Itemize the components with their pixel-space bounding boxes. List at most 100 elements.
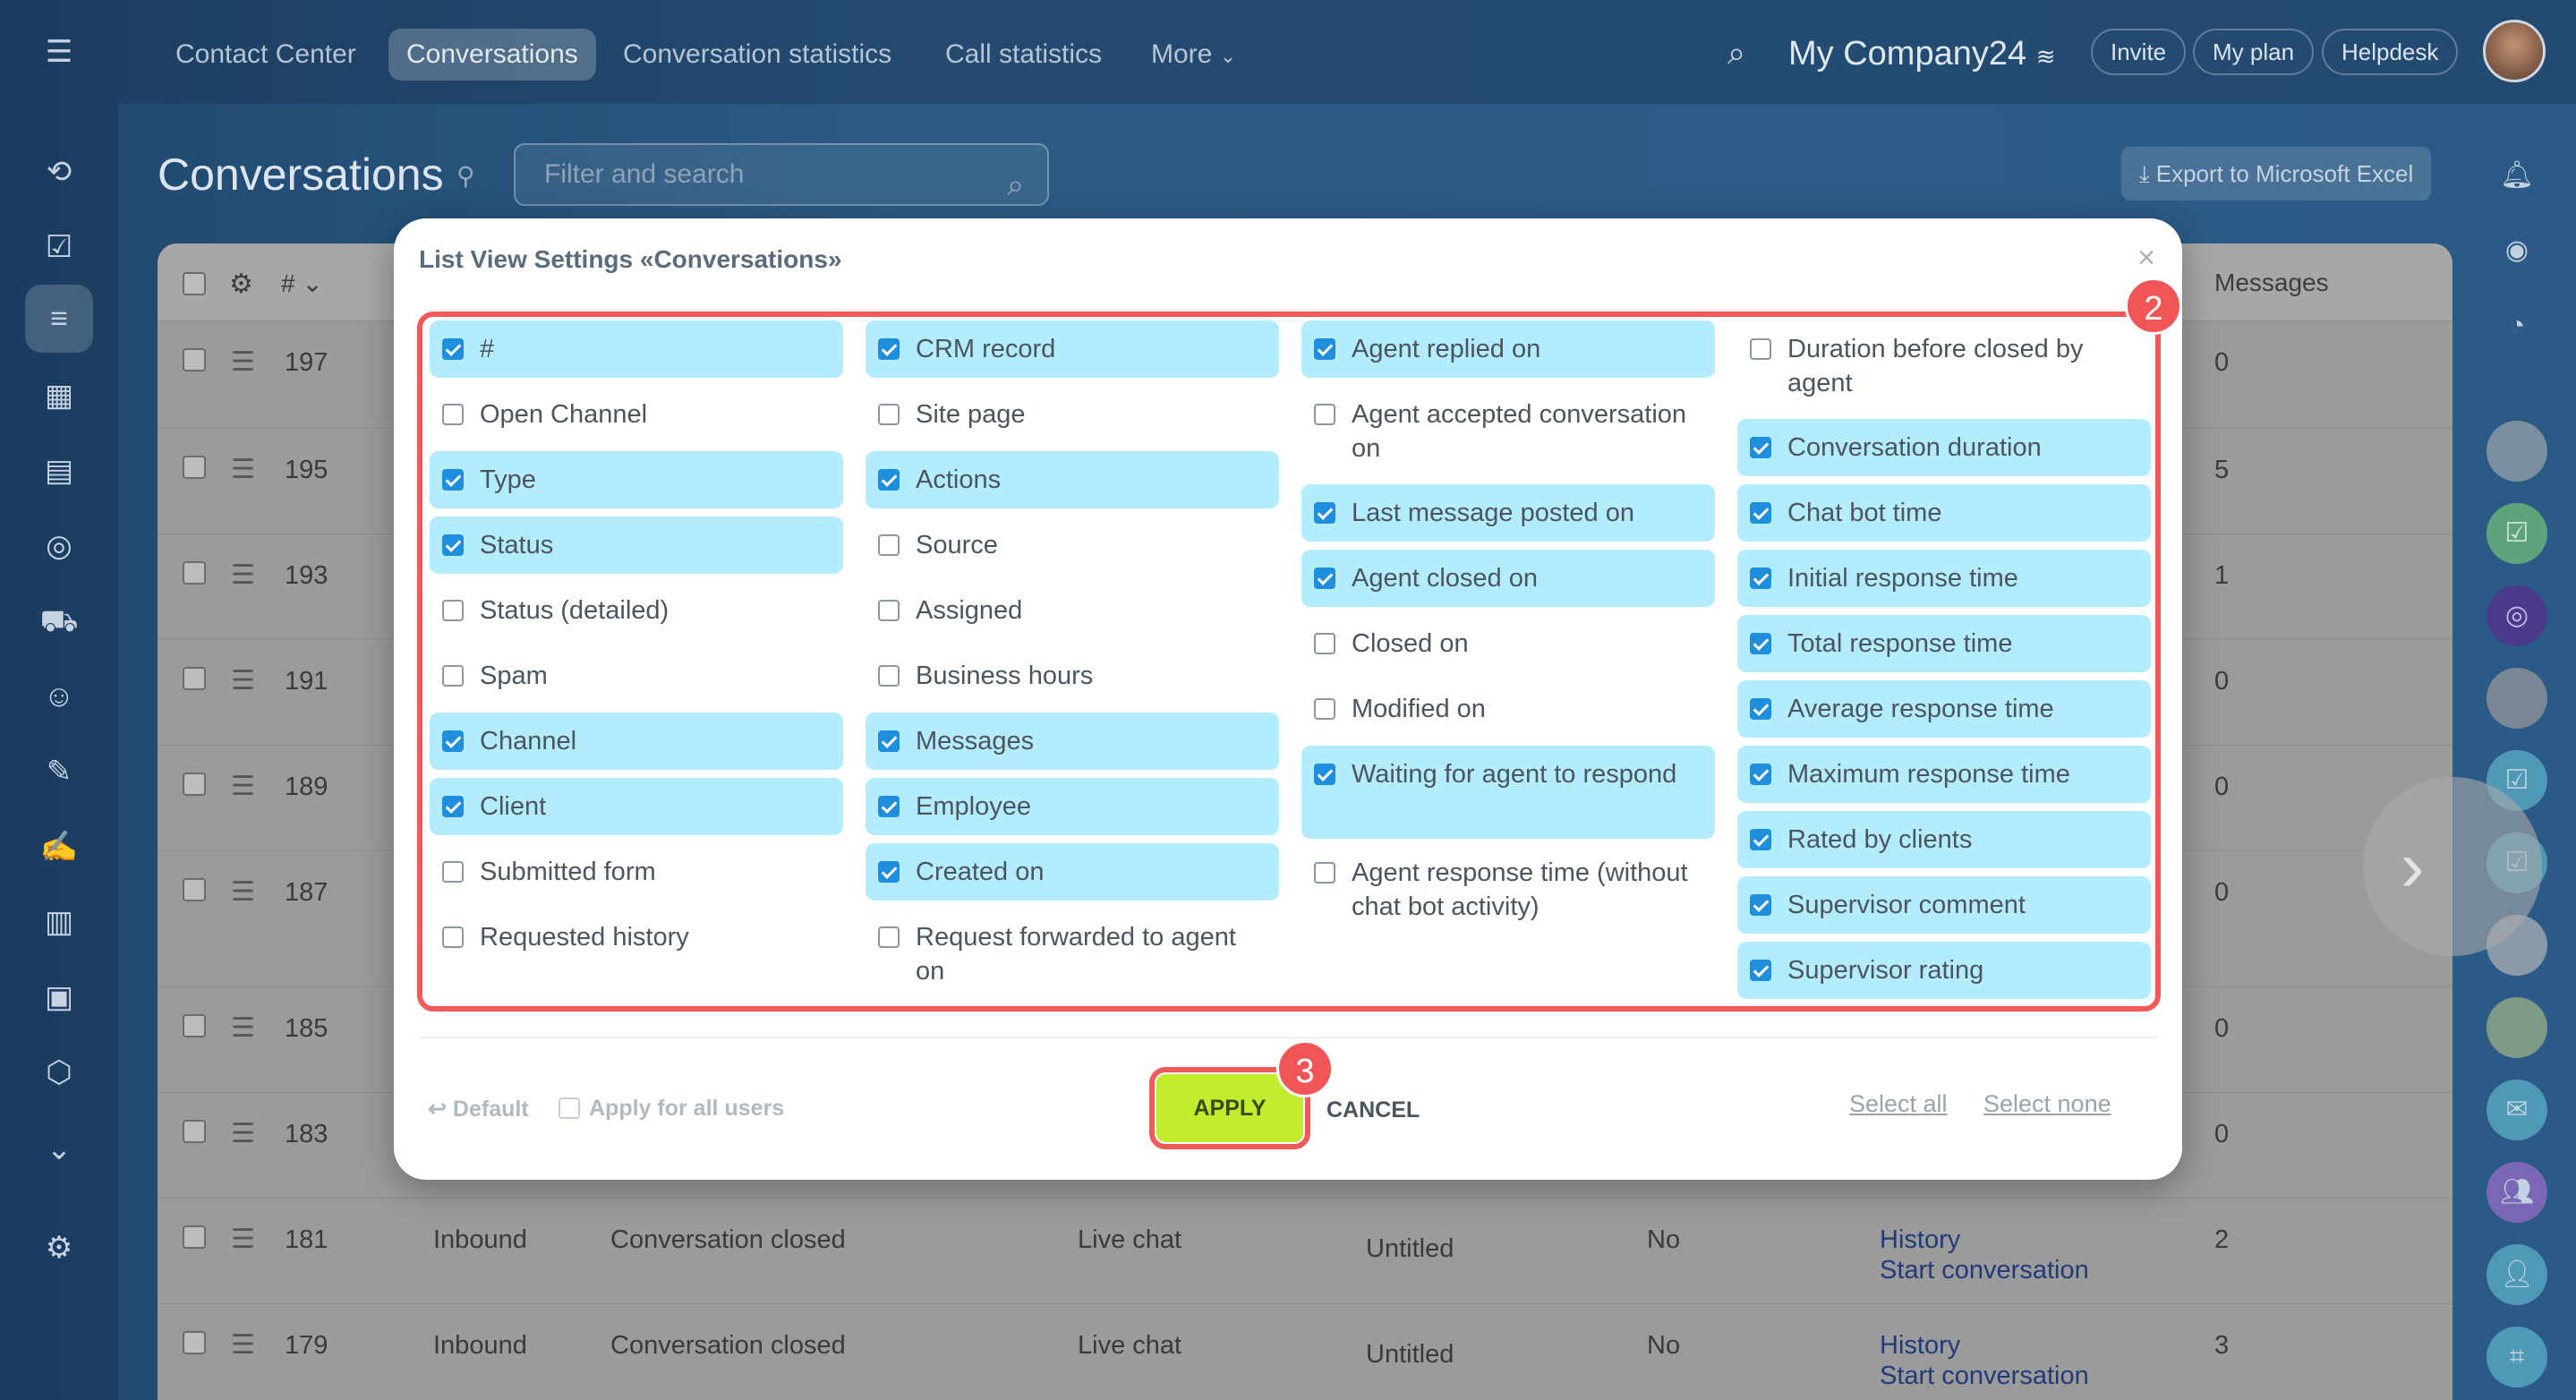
default-button[interactable]: ↩ Default [428,1097,529,1122]
option-checkbox[interactable] [1750,633,1771,654]
column-option[interactable]: Total response time [1737,615,2151,672]
inventory-icon[interactable]: ▤ [44,454,74,488]
column-option[interactable]: Last message posted on [1301,484,1715,542]
option-checkbox[interactable] [1750,829,1771,850]
column-option[interactable]: Type [430,451,843,508]
row-checkbox[interactable] [183,1120,206,1143]
column-option[interactable]: Status (detailed) [430,582,843,639]
row-checkbox[interactable] [183,1014,206,1037]
column-option[interactable]: Conversation duration [1737,419,2151,476]
row-checkbox[interactable] [183,1225,206,1249]
row-checkbox[interactable] [183,773,206,796]
column-option[interactable]: Business hours [866,647,1279,704]
option-checkbox[interactable] [878,338,900,360]
option-checkbox[interactable] [1750,568,1771,589]
header-messages[interactable]: Messages [2214,269,2329,296]
column-option[interactable]: Initial response time [1737,550,2151,607]
column-option[interactable]: Submitted form [430,843,843,901]
option-checkbox[interactable] [1314,568,1335,589]
apply-all-label[interactable]: Apply for all users [589,1096,785,1121]
option-checkbox[interactable] [878,404,900,425]
gear-icon[interactable]: ⚙ [45,1231,73,1265]
nav-conversations[interactable]: Conversations [388,29,596,81]
group-icon[interactable]: ◎ [2486,585,2547,646]
drag-handle-icon[interactable]: ☰ [231,1013,255,1043]
target-icon[interactable]: ◎ [46,529,73,563]
column-option[interactable]: Agent response time (without chat bot ac… [1301,844,1715,973]
column-option[interactable]: Messages [866,713,1279,770]
column-option[interactable]: Closed on [1301,615,1715,672]
invite-button[interactable]: Invite [2091,29,2187,75]
column-option[interactable]: Open Channel [430,386,843,443]
drag-handle-icon[interactable]: ☰ [231,772,255,801]
user-avatar[interactable] [2483,20,2546,82]
option-checkbox[interactable] [1314,698,1335,720]
option-checkbox[interactable] [878,665,900,687]
column-option[interactable]: Average response time [1737,680,2151,738]
column-option[interactable]: Maximum response time [1737,746,2151,803]
drag-handle-icon[interactable]: ☰ [231,666,255,696]
apply-all-checkbox[interactable] [559,1097,580,1119]
option-checkbox[interactable] [878,861,900,883]
column-option[interactable]: Source [866,516,1279,574]
row-checkbox[interactable] [183,456,206,479]
option-checkbox[interactable] [442,926,464,948]
pin-icon[interactable]: ⚲ [456,162,475,190]
column-option[interactable]: Client [430,778,843,835]
option-checkbox[interactable] [878,730,900,752]
option-checkbox[interactable] [1750,894,1771,916]
news-icon[interactable]: ▣ [44,980,74,1014]
start-conversation-link[interactable]: Start conversation [1880,1362,2089,1390]
column-option[interactable]: Created on [866,843,1279,901]
option-checkbox[interactable] [1314,338,1335,360]
drag-handle-icon[interactable]: ☰ [231,455,255,484]
drag-handle-icon[interactable]: ☰ [231,1119,255,1148]
history-link[interactable]: History [1880,1225,1961,1254]
column-option[interactable]: Channel [430,713,843,770]
contact-center-icon[interactable]: ≡ [50,302,68,336]
column-option[interactable]: Status [430,516,843,574]
chevron-down-icon[interactable]: ⌄ [46,1132,73,1166]
column-option[interactable]: Spam [430,647,843,704]
option-checkbox[interactable] [1750,338,1771,360]
header-number[interactable]: # ⌄ [281,269,323,297]
column-option[interactable]: Agent replied on [1301,320,1715,378]
column-option[interactable]: Modified on [1301,680,1715,738]
drag-handle-icon[interactable]: ☰ [231,1330,255,1360]
option-checkbox[interactable] [878,469,900,491]
bookmark-icon[interactable]: ⌗ [2486,1327,2547,1387]
column-option[interactable]: Assigned [866,582,1279,639]
nav-contact-center[interactable]: Contact Center [175,39,356,69]
column-option[interactable]: Site page [866,386,1279,443]
close-icon[interactable]: × [2137,241,2155,275]
calendar-icon[interactable]: ▦ [44,379,74,413]
option-checkbox[interactable] [442,796,464,817]
option-checkbox[interactable] [878,600,900,621]
drag-handle-icon[interactable]: ☰ [231,1225,255,1254]
table-row[interactable]: ☰ 181 Inbound Conversation closed Live chat U… [158,1198,2452,1303]
users-icon[interactable]: 👥︎ [2486,1162,2547,1223]
document-icon[interactable]: ✎ [46,755,73,789]
option-checkbox[interactable] [442,600,464,621]
drag-handle-icon[interactable]: ☰ [231,347,255,377]
analytics-icon[interactable]: ▥ [44,905,74,939]
search-icon[interactable]: ⌕ [1727,34,1746,71]
row-checkbox[interactable] [183,878,206,901]
mail-icon[interactable]: ✉ [2486,1080,2547,1140]
column-option[interactable]: Agent closed on [1301,550,1715,607]
robot-icon[interactable]: ☺ [43,679,75,713]
column-option[interactable]: Requested history [430,909,843,966]
option-checkbox[interactable] [442,534,464,556]
drag-handle-icon[interactable]: ☰ [231,560,255,590]
crm-icon[interactable]: ⟲ [46,155,73,189]
nav-more[interactable]: More ⌄ [1133,29,1254,81]
shop-icon[interactable]: ⛟ [39,604,79,638]
contact-avatar[interactable] [2486,997,2547,1058]
column-option[interactable]: Request forwarded to agent on [866,909,1279,1002]
option-checkbox[interactable] [442,730,464,752]
column-option[interactable]: Waiting for agent to respond [1301,746,1715,839]
option-checkbox[interactable] [1750,437,1771,458]
contact-avatar[interactable] [2486,668,2547,729]
column-option[interactable]: Rated by clients [1737,811,2151,868]
option-checkbox[interactable] [442,665,464,687]
